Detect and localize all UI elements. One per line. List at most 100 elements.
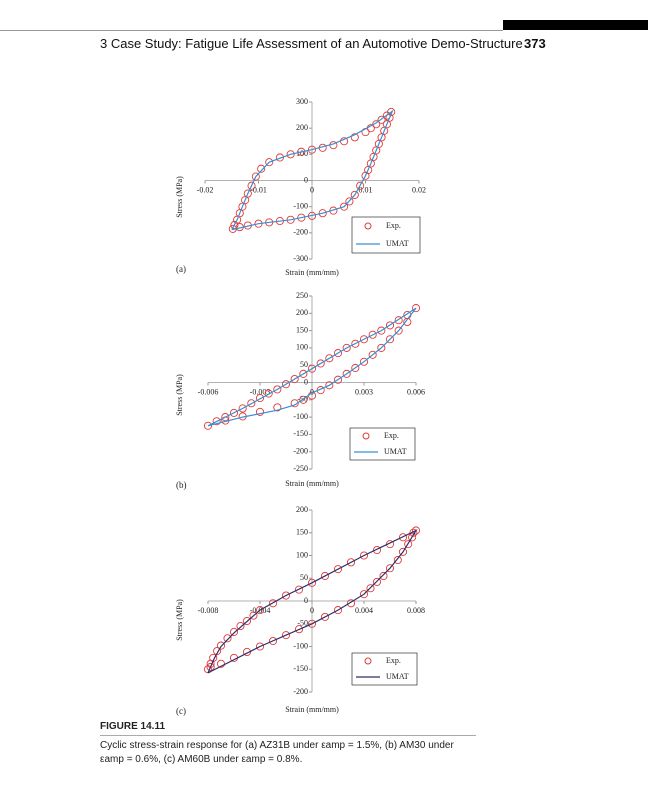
exp-point — [206, 662, 215, 672]
exp-point — [351, 339, 360, 348]
x-tick-label: 0.004 — [355, 606, 373, 615]
y-tick-label: 50 — [300, 360, 308, 369]
exp-point — [403, 317, 412, 327]
exp-point — [411, 526, 421, 535]
legend-label: Exp. — [386, 656, 401, 665]
exp-point — [281, 380, 291, 389]
legend-box — [351, 652, 418, 686]
exp-point — [255, 642, 265, 651]
exp-point — [216, 659, 226, 668]
figure-label: FIGURE 14.11 — [100, 721, 166, 732]
exp-point — [307, 364, 317, 373]
exp-point — [359, 335, 369, 344]
exp-point — [342, 369, 351, 378]
y-axis-label: Stress (MPa) — [175, 374, 184, 416]
exp-point — [273, 403, 282, 412]
exp-point — [281, 631, 291, 640]
exp-point — [286, 150, 295, 159]
y-tick-label: 100 — [296, 550, 308, 559]
y-tick-label: 100 — [296, 149, 308, 158]
y-tick-label: -200 — [293, 228, 308, 237]
y-tick-label: -100 — [293, 412, 308, 421]
y-tick-label: 0 — [304, 377, 308, 386]
exp-point — [368, 350, 377, 359]
exp-point — [216, 641, 226, 650]
exp-point — [368, 330, 377, 339]
exp-point — [255, 407, 265, 416]
exp-point — [372, 577, 382, 586]
exp-point — [387, 107, 396, 116]
y-tick-label: -150 — [293, 429, 308, 438]
exp-point — [325, 381, 334, 390]
y-tick-label: -300 — [293, 254, 308, 263]
y-tick-label: 100 — [296, 343, 308, 352]
panel-label: (a) — [176, 264, 186, 274]
y-tick-label: 50 — [300, 573, 308, 582]
exp-point — [333, 349, 343, 358]
x-tick-label: -0.02 — [197, 185, 214, 194]
panel-label: (b) — [176, 480, 187, 490]
exp-point — [372, 545, 382, 555]
exp-point — [385, 564, 395, 573]
legend-label: Exp. — [384, 431, 399, 440]
x-tick-label: 0.003 — [355, 387, 373, 396]
exp-point — [281, 591, 291, 600]
header-bar — [503, 20, 648, 30]
x-axis-label: Strain (mm/mm) — [285, 268, 339, 277]
exp-point — [229, 627, 239, 636]
y-tick-label: -100 — [293, 201, 308, 210]
legend-label: UMAT — [386, 672, 409, 681]
exp-point — [318, 209, 327, 218]
exp-point — [346, 599, 356, 608]
exp-point — [290, 399, 299, 408]
y-tick-label: 150 — [296, 325, 308, 334]
exp-point — [299, 395, 308, 404]
exp-point — [238, 404, 247, 413]
exp-point — [251, 172, 260, 181]
exp-point — [307, 619, 317, 628]
exp-point — [316, 359, 325, 368]
legend-box — [351, 216, 421, 254]
figure: -0.02 -0.01 0 0.01 0.02-300-200-100010020030… — [175, 97, 426, 716]
x-tick-label: 0 — [310, 606, 314, 615]
exp-point — [393, 556, 402, 565]
y-tick-label: -150 — [293, 664, 308, 673]
y-axis-label: Stress (MPa) — [175, 176, 184, 218]
y-tick-label: 0 — [304, 596, 308, 605]
y-tick-label: 150 — [296, 528, 308, 537]
exp-point — [243, 189, 252, 198]
legend-marker — [364, 222, 372, 230]
x-tick-label: -0.01 — [250, 185, 267, 194]
exp-point — [377, 326, 386, 335]
y-tick-label: -100 — [293, 641, 308, 650]
legend-marker — [364, 657, 372, 665]
exp-point — [377, 343, 386, 352]
exp-point — [411, 304, 421, 313]
caption-line: Cyclic stress-strain response for (a) AZ… — [100, 740, 454, 751]
exp-point — [273, 385, 282, 394]
exp-point — [398, 547, 408, 556]
exp-point — [264, 389, 273, 398]
exp-point — [320, 612, 330, 621]
exp-point — [307, 145, 317, 154]
y-tick-label: 200 — [296, 308, 308, 317]
exp-point — [247, 181, 256, 190]
chapter-title: 3 Case Study: Fatigue Life Assessment of… — [100, 36, 523, 51]
caption-rule — [100, 735, 476, 736]
legend-label: Exp. — [386, 221, 401, 230]
exp-point — [366, 584, 375, 593]
exp-point — [212, 417, 221, 426]
exp-point — [290, 374, 299, 384]
page-number: 373 — [524, 36, 546, 51]
exp-point — [342, 343, 351, 352]
exp-point — [257, 164, 266, 173]
exp-point — [242, 647, 252, 657]
x-tick-label: -0.003 — [250, 387, 271, 396]
exp-point — [247, 399, 256, 408]
x-tick-label: -0.008 — [198, 606, 219, 615]
exp-point — [356, 181, 365, 190]
exp-point — [409, 528, 418, 537]
header-rule — [0, 30, 503, 31]
umat-line — [207, 529, 418, 674]
